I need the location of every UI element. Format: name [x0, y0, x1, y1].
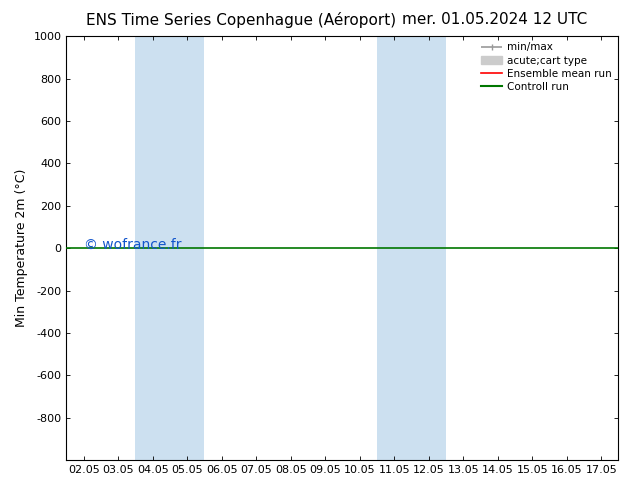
Text: mer. 01.05.2024 12 UTC: mer. 01.05.2024 12 UTC [402, 12, 587, 27]
Y-axis label: Min Temperature 2m (°C): Min Temperature 2m (°C) [15, 169, 28, 327]
Legend: min/max, acute;cart type, Ensemble mean run, Controll run: min/max, acute;cart type, Ensemble mean … [477, 38, 616, 96]
Text: © wofrance.fr: © wofrance.fr [84, 238, 181, 251]
Bar [136, 36, 204, 460]
Bar [377, 36, 446, 460]
Text: ENS Time Series Copenhague (Aéroport): ENS Time Series Copenhague (Aéroport) [86, 12, 396, 28]
